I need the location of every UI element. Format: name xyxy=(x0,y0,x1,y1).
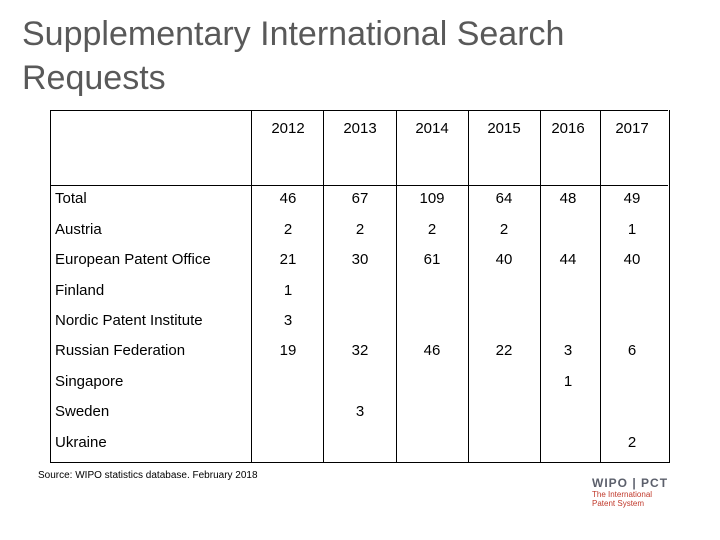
table-cell: 1 xyxy=(627,221,637,238)
table-cell: 44 xyxy=(559,251,577,268)
column-divider xyxy=(323,110,324,462)
table-cell: 64 xyxy=(495,190,513,207)
column-header-4: 2016 xyxy=(551,120,585,137)
column-header-1: 2013 xyxy=(343,120,377,137)
logo-subtitle-1: The International xyxy=(592,490,653,499)
row-label: European Patent Office xyxy=(55,251,211,268)
table-cell: 109 xyxy=(419,190,445,207)
table-top-border xyxy=(50,110,668,111)
table-cell: 3 xyxy=(563,342,573,359)
source-note: Source: WIPO statistics database. Februa… xyxy=(38,470,258,481)
table-cell: 48 xyxy=(559,190,577,207)
row-label: Nordic Patent Institute xyxy=(55,312,203,329)
table-cell: 22 xyxy=(495,342,513,359)
column-divider xyxy=(251,110,252,462)
logo-subtitle-2: Patent System xyxy=(592,499,645,508)
row-label: Sweden xyxy=(55,403,110,420)
table-cell: 2 xyxy=(283,221,293,238)
row-label: Russian Federation xyxy=(55,342,186,359)
table-cell: 2 xyxy=(627,434,637,451)
column-divider xyxy=(600,110,601,462)
row-label: Total xyxy=(55,190,87,207)
table-cell: 19 xyxy=(279,342,297,359)
table-cell: 3 xyxy=(355,403,365,420)
row-label: Finland xyxy=(55,282,105,299)
table-cell: 46 xyxy=(423,342,441,359)
table-cell: 32 xyxy=(351,342,369,359)
table-cell: 2 xyxy=(499,221,509,238)
table-cell: 1 xyxy=(563,373,573,390)
table-header-separator xyxy=(50,185,668,186)
table-cell: 46 xyxy=(279,190,297,207)
table-cell: 6 xyxy=(627,342,637,359)
row-label: Singapore xyxy=(55,373,124,390)
page-title: Supplementary International Search Reque… xyxy=(22,15,565,97)
table-cell: 1 xyxy=(283,282,293,299)
column-header-0: 2012 xyxy=(271,120,305,137)
table-cell: 30 xyxy=(351,251,369,268)
column-header-5: 2017 xyxy=(615,120,649,137)
column-divider xyxy=(540,110,541,462)
column-header-2: 2014 xyxy=(415,120,449,137)
table-cell: 21 xyxy=(279,251,297,268)
table-cell: 61 xyxy=(423,251,441,268)
wipo-pct-logo: WIPO | PCT The International Patent Syst… xyxy=(592,477,692,513)
table-cell: 2 xyxy=(427,221,437,238)
column-divider xyxy=(396,110,397,462)
table-cell: 49 xyxy=(623,190,641,207)
table-cell: 3 xyxy=(283,312,293,329)
table-cell: 67 xyxy=(351,190,369,207)
data-table xyxy=(50,110,670,463)
logo-text: WIPO | PCT xyxy=(592,476,669,490)
table-cell: 40 xyxy=(495,251,513,268)
table-cell: 2 xyxy=(355,221,365,238)
column-header-3: 2015 xyxy=(487,120,521,137)
column-divider xyxy=(468,110,469,462)
table-cell: 40 xyxy=(623,251,641,268)
row-label: Austria xyxy=(55,221,102,238)
row-label: Ukraine xyxy=(55,434,107,451)
